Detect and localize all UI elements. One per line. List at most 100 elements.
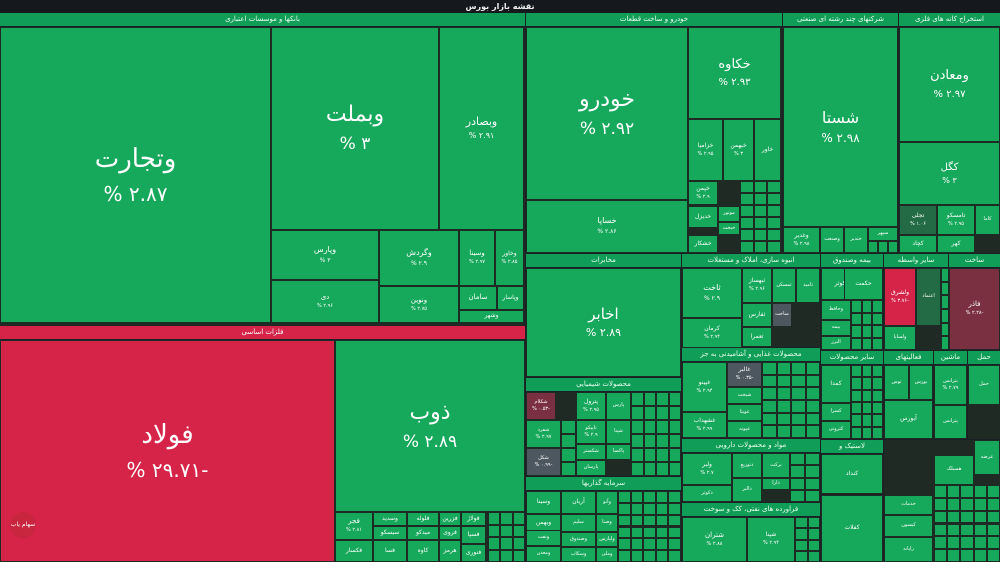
small-stock-tile[interactable] [851,402,862,415]
small-stock-tile[interactable] [795,517,808,529]
small-stock-tile[interactable] [947,510,961,524]
tile-vksop[interactable]: وسکاب [561,547,596,562]
small-stock-tile[interactable] [861,377,873,390]
small-stock-tile[interactable] [973,549,987,562]
small-stock-tile[interactable] [488,537,501,550]
small-stock-tile[interactable] [941,336,949,350]
small-stock-tile[interactable] [934,485,948,498]
sector-header[interactable]: خودرو و ساخت قطعات [526,13,782,27]
small-stock-tile[interactable] [941,281,949,296]
tile-fasa[interactable]: فسا [373,540,407,562]
small-stock-tile[interactable] [630,550,644,562]
small-stock-tile[interactable] [500,512,513,525]
small-stock-tile[interactable] [805,425,820,438]
tile-shpars[interactable]: پارس [606,392,631,420]
tile-kesra[interactable]: کسرا [821,403,851,421]
tile-sepehr[interactable]: سپهر [868,227,898,241]
small-stock-tile[interactable] [561,434,576,448]
tile-kama[interactable]: کاما [975,205,1000,235]
small-stock-tile[interactable] [791,412,806,426]
small-stock-tile[interactable] [668,491,681,503]
small-stock-tile[interactable] [643,434,656,448]
small-stock-tile[interactable] [973,497,987,511]
tile-vghadir[interactable]: وغدیر ۲.۹۸ % [783,227,820,253]
tile-kteroni[interactable]: کترونی [821,421,851,439]
tile-kamda[interactable]: کمدا [821,365,851,403]
tile-vbazar[interactable]: وپاسار [497,286,524,310]
small-stock-tile[interactable] [960,497,974,511]
small-stock-tile[interactable] [805,412,820,426]
small-stock-tile[interactable] [947,485,961,498]
small-stock-tile[interactable] [668,392,681,406]
tile-akhaber[interactable]: اخابر ۲.۸۹ % [526,268,681,377]
small-stock-tile[interactable] [512,524,525,537]
small-stock-tile[interactable] [561,462,576,476]
small-stock-tile[interactable] [872,402,883,415]
tile-khodro[interactable]: خودرو ۲.۹۲ % [526,27,688,200]
small-stock-tile[interactable] [941,322,949,337]
small-stock-tile[interactable] [807,528,820,540]
tile-vpaya[interactable]: ولپارس [596,532,618,547]
small-stock-tile[interactable] [776,412,791,426]
tile-fazar[interactable]: فزرین [439,512,461,526]
small-stock-tile[interactable] [960,523,974,537]
tile-tamisko[interactable]: تامسکو ۲.۹۵ % [937,205,975,235]
tile-alborz[interactable]: البرز [821,336,851,350]
tile-foolad[interactable]: فولاد -۲۹.۷۱ % [0,340,335,562]
small-stock-tile[interactable] [762,374,777,388]
small-stock-tile[interactable] [872,414,883,427]
tile-hamsal[interactable]: هسیلک [934,455,974,485]
small-stock-tile[interactable] [631,406,644,420]
small-stock-tile[interactable] [643,462,656,476]
sector-header[interactable]: محصولات غذایی و آشامیدنی به جز [682,348,820,362]
tile-khbahman[interactable]: خبهمن ۳ % [723,119,754,181]
tile-faksa[interactable]: فکسار [335,540,373,562]
tile-kiosk[interactable]: کیسون [884,515,933,537]
small-stock-tile[interactable] [776,374,791,388]
small-stock-tile[interactable] [861,389,873,402]
small-stock-tile[interactable] [960,549,974,562]
small-stock-tile[interactable] [791,400,806,413]
tile-petrol[interactable]: پترول ۲.۹۵ % [576,392,606,420]
small-stock-tile[interactable] [618,526,631,539]
tile-kfalat[interactable]: کفلات [821,495,883,562]
small-stock-tile[interactable] [668,462,681,476]
small-stock-tile[interactable] [630,538,644,551]
tile-shrafd[interactable]: شفرد ۲.۹۷ % [526,420,561,448]
small-stock-tile[interactable] [872,325,883,338]
tile-etemad[interactable]: اعتماد [916,268,941,326]
tile-vnovin[interactable]: ونوین ۲.۷۵ % [379,286,459,323]
small-stock-tile[interactable] [512,512,525,525]
small-stock-tile[interactable] [776,400,791,413]
tile-khadir[interactable]: ختدیر [844,227,868,253]
small-stock-tile[interactable] [973,523,987,537]
small-stock-tile[interactable] [631,448,644,462]
tile-vmelli[interactable]: وملی [596,547,618,562]
small-stock-tile[interactable] [767,217,781,229]
tile-bimeh[interactable]: بیمه [821,320,851,336]
sector-header[interactable]: مواد و محصولات دارویی [682,439,820,453]
small-stock-tile[interactable] [861,337,873,350]
tile-thabad[interactable]: ثاخت ۲.۹ % [682,268,742,318]
small-stock-tile[interactable] [561,448,576,462]
tile-khmehr[interactable]: خپمن ۲.۹ % [688,181,718,205]
tile-arian[interactable]: آریان [561,491,596,514]
small-stock-tile[interactable] [986,510,1000,524]
small-stock-tile[interactable] [805,400,820,413]
small-stock-tile[interactable] [643,502,656,515]
small-stock-tile[interactable] [753,181,768,193]
tile-karman[interactable]: کرمان ۲.۹۴ % [682,318,742,348]
small-stock-tile[interactable] [878,241,888,253]
sector-header[interactable]: فلزات اساسی [0,326,525,340]
small-stock-tile[interactable] [618,550,631,562]
sector-header[interactable]: شرکتهای چند رشته ای صنعتی [783,13,898,27]
tile-hormoz[interactable]: هرمز [439,540,461,562]
tile-vsina2[interactable]: وسینا [526,491,561,514]
tile-taghris[interactable]: ثفارس [742,303,772,327]
tile-khadmat[interactable]: خدمات [884,495,933,515]
small-stock-tile[interactable] [934,497,948,511]
tile-thbahsaz[interactable]: ثبهساز ۲.۹۶ % [742,268,772,303]
tile-vkardesh[interactable]: وگردش ۲.۹ % [379,230,459,286]
small-stock-tile[interactable] [500,537,513,550]
small-stock-tile[interactable] [986,485,1000,498]
